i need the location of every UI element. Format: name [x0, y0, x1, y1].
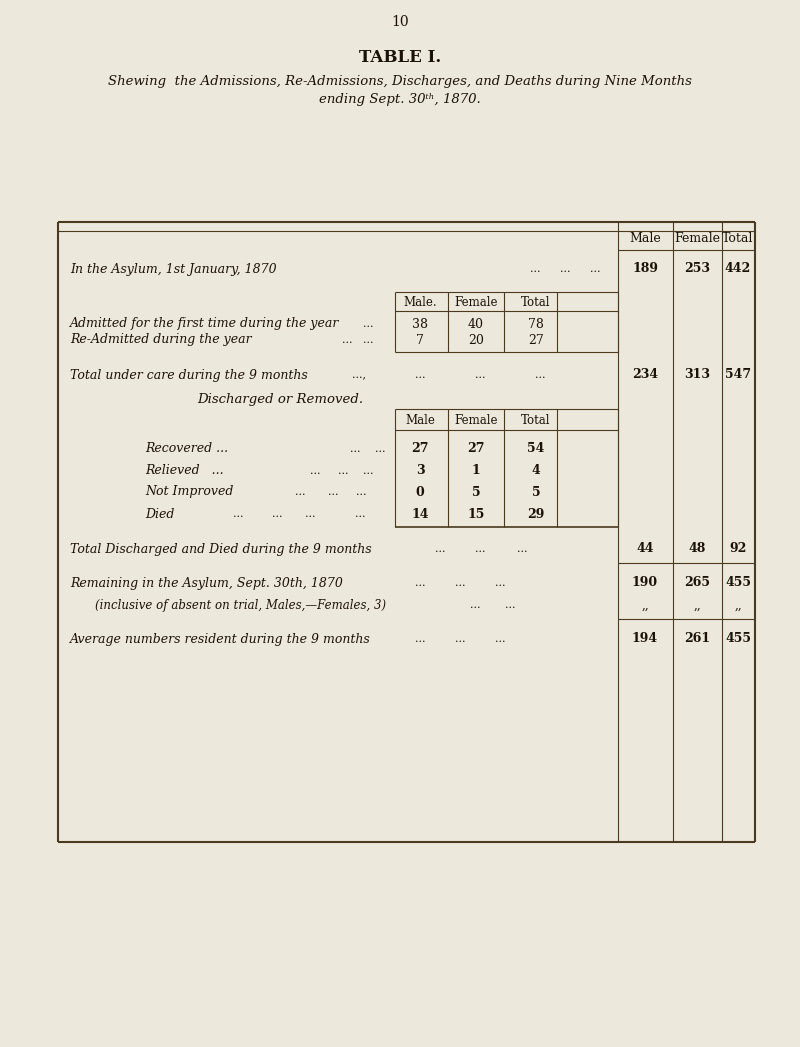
Text: ...: ... [363, 466, 374, 476]
Text: ...: ... [375, 444, 386, 454]
Text: Female: Female [454, 414, 498, 426]
Text: ...: ... [305, 509, 315, 519]
Text: ...: ... [272, 509, 282, 519]
Text: Total: Total [522, 414, 550, 426]
Text: ...: ... [470, 600, 481, 610]
Text: 455: 455 [725, 577, 751, 589]
Text: Recovered ...: Recovered ... [145, 443, 228, 455]
Text: ...: ... [590, 264, 601, 274]
Text: ...: ... [363, 335, 374, 346]
Text: 92: 92 [730, 542, 746, 556]
Text: ...: ... [355, 509, 366, 519]
Text: 5: 5 [472, 486, 480, 498]
Text: 253: 253 [684, 263, 710, 275]
Text: 3: 3 [416, 465, 424, 477]
Text: Discharged or Removed.: Discharged or Removed. [197, 393, 363, 405]
Text: 27: 27 [467, 443, 485, 455]
Text: Female: Female [454, 295, 498, 309]
Text: ...: ... [495, 578, 506, 588]
Text: ,,: ,, [641, 599, 649, 611]
Text: TABLE I.: TABLE I. [359, 48, 441, 66]
Text: 4: 4 [532, 465, 540, 477]
Text: 7: 7 [416, 334, 424, 347]
Text: Male: Male [629, 232, 661, 245]
Text: 313: 313 [684, 369, 710, 381]
Text: ...: ... [475, 370, 486, 380]
Text: ,,: ,, [734, 599, 742, 611]
Text: ...: ... [517, 544, 527, 554]
Text: 29: 29 [527, 508, 545, 520]
Text: ...: ... [338, 466, 349, 476]
Text: 442: 442 [725, 263, 751, 275]
Text: 5: 5 [532, 486, 540, 498]
Text: 10: 10 [391, 15, 409, 29]
Text: 38: 38 [412, 317, 428, 331]
Text: ,,: ,, [693, 599, 701, 611]
Text: ...: ... [342, 335, 353, 346]
Text: 27: 27 [528, 334, 544, 347]
Text: Female: Female [674, 232, 720, 245]
Text: ...: ... [310, 466, 321, 476]
Text: 547: 547 [725, 369, 751, 381]
Text: Remaining in the Asylum, Sept. 30th, 1870: Remaining in the Asylum, Sept. 30th, 187… [70, 577, 343, 589]
Text: Shewing  the Admissions, Re-Admissions, Discharges, and Deaths during Nine Month: Shewing the Admissions, Re-Admissions, D… [108, 75, 692, 89]
Text: ending Sept. 30ᵗʰ, 1870.: ending Sept. 30ᵗʰ, 1870. [319, 92, 481, 106]
Text: 455: 455 [725, 632, 751, 646]
Text: ...: ... [415, 634, 426, 644]
Text: 234: 234 [632, 369, 658, 381]
Text: 261: 261 [684, 632, 710, 646]
Text: 1: 1 [472, 465, 480, 477]
Text: 27: 27 [411, 443, 429, 455]
Text: ...: ... [475, 544, 486, 554]
Text: ...: ... [505, 600, 515, 610]
Text: ...: ... [455, 634, 466, 644]
Text: 15: 15 [467, 508, 485, 520]
Text: 190: 190 [632, 577, 658, 589]
Text: Total: Total [722, 232, 754, 245]
Text: Male: Male [405, 414, 435, 426]
Text: Total: Total [522, 295, 550, 309]
Text: ...: ... [435, 544, 446, 554]
Text: Average numbers resident during the 9 months: Average numbers resident during the 9 mo… [70, 632, 370, 646]
Text: ...: ... [363, 319, 374, 329]
Text: 78: 78 [528, 317, 544, 331]
Text: Relieved   ...: Relieved ... [145, 465, 224, 477]
Text: ...: ... [560, 264, 570, 274]
Text: 44: 44 [636, 542, 654, 556]
Text: In the Asylum, 1st January, 1870: In the Asylum, 1st January, 1870 [70, 263, 277, 275]
Text: 40: 40 [468, 317, 484, 331]
Text: ...: ... [328, 487, 338, 497]
Text: 189: 189 [632, 263, 658, 275]
Text: 14: 14 [411, 508, 429, 520]
Text: ...,: ..., [352, 370, 366, 380]
Text: ...: ... [356, 487, 366, 497]
Text: 54: 54 [527, 443, 545, 455]
Text: ...: ... [495, 634, 506, 644]
Text: ...: ... [233, 509, 243, 519]
Text: 20: 20 [468, 334, 484, 347]
Text: Not Improved: Not Improved [145, 486, 234, 498]
Text: ...: ... [415, 578, 426, 588]
Text: Male.: Male. [403, 295, 437, 309]
Text: 48: 48 [688, 542, 706, 556]
Text: (inclusive of absent on trial, Males,—Females, 3): (inclusive of absent on trial, Males,—Fe… [95, 599, 386, 611]
Text: Total Discharged and Died during the 9 months: Total Discharged and Died during the 9 m… [70, 542, 372, 556]
Text: ...: ... [455, 578, 466, 588]
Text: Total under care during the 9 months: Total under care during the 9 months [70, 369, 308, 381]
Text: ...: ... [530, 264, 541, 274]
Text: 0: 0 [416, 486, 424, 498]
Text: Admitted for the first time during the year: Admitted for the first time during the y… [70, 317, 339, 331]
Text: 265: 265 [684, 577, 710, 589]
Text: ...: ... [535, 370, 546, 380]
Text: Died: Died [145, 508, 174, 520]
Text: 194: 194 [632, 632, 658, 646]
Text: ...: ... [295, 487, 306, 497]
Text: Re-Admitted during the year: Re-Admitted during the year [70, 334, 252, 347]
Text: ...: ... [350, 444, 361, 454]
Text: ...: ... [415, 370, 426, 380]
